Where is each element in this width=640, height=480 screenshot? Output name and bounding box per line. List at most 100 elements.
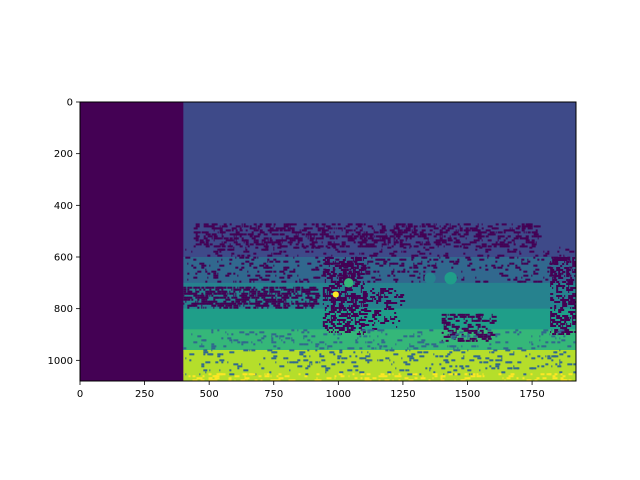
artifact-pixel [487,245,492,248]
artifact-pixel [336,311,341,313]
artifact-pixel [531,347,536,350]
artifact-pixel [350,267,354,269]
artifact-pixel [198,377,203,380]
artifact-pixel [325,225,331,228]
artifact-pixel [383,241,386,244]
artifact-pixel [259,300,263,303]
artifact-pixel [324,275,326,277]
artifact-pixel [378,300,382,302]
artifact-pixel [574,305,576,307]
artifact-pixel [574,323,576,325]
artifact-pixel [275,292,277,295]
artifact-pixel [327,347,329,350]
artifact-pixel [558,267,560,269]
artifact-pixel [257,292,260,295]
artifact-pixel [249,302,253,305]
artifact-pixel [455,365,458,368]
artifact-pixel [340,261,345,263]
artifact-pixel [241,225,243,228]
artifact-pixel [377,258,383,261]
artifact-pixel [377,329,381,332]
artifact-pixel [391,229,395,232]
artifact-pixel [332,267,335,269]
artifact-pixel [371,227,374,230]
artifact-pixel [283,300,285,303]
artifact-pixel [443,225,447,228]
artifact-pixel [445,256,450,259]
artifact-pixel [572,319,574,321]
artifact-pixel [529,225,531,228]
artifact-pixel [322,317,326,319]
artifact-pixel [213,304,217,307]
artifact-pixel [330,323,335,325]
artifact-pixel [225,239,231,242]
artifact-pixel [261,341,263,344]
artifact-pixel [203,243,209,246]
artifact-pixel [405,369,408,372]
artifact-pixel [367,245,373,248]
artifact-pixel [315,292,320,295]
artifact-pixel [461,357,465,360]
artifact-pixel [331,254,333,257]
artifact-pixel [350,277,355,279]
artifact-pixel [287,292,292,295]
artifact-pixel [479,266,482,269]
artifact-pixel [403,231,406,234]
artifact-pixel [344,295,347,297]
artifact-pixel [543,250,545,253]
artifact-pixel [356,315,359,317]
artifact-pixel [297,359,301,362]
artifact-pixel [335,248,338,251]
artifact-pixel [201,306,203,309]
artifact-pixel [523,270,528,273]
artifact-pixel [337,361,340,364]
artifact-pixel [295,290,298,293]
artifact-pixel [403,268,406,271]
artifact-pixel [409,233,412,236]
artifact-pixel [566,261,570,263]
artifact-pixel [249,306,251,309]
artifact-pixel [485,319,490,322]
artifact-pixel [235,239,237,242]
artifact-pixel [281,339,283,342]
artifact-pixel [315,239,317,242]
artifact-pixel [330,309,333,311]
artifact-pixel [281,237,283,240]
artifact-pixel [499,254,505,257]
artifact-pixel [324,309,326,311]
artifact-pixel [346,329,349,331]
artifact-pixel [373,339,375,342]
artifact-pixel [303,223,307,226]
artifact-pixel [229,245,233,248]
artifact-pixel [435,262,437,265]
artifact-pixel [219,304,225,307]
artifact-pixel [295,296,299,299]
artifact-pixel [367,225,373,228]
artifact-pixel [231,333,234,336]
artifact-pixel [215,288,218,291]
artifact-pixel [554,315,556,317]
artifact-pixel [411,254,417,257]
artifact-pixel [225,302,229,305]
artifact-pixel [241,254,245,257]
artifact-pixel [344,257,346,259]
artifact-pixel [265,225,271,228]
artifact-pixel [547,266,552,269]
artifact-pixel [205,245,210,248]
artifact-pixel [533,256,536,259]
artifact-pixel [233,304,239,307]
artifact-pixel [499,272,504,275]
artifact-pixel [568,281,574,283]
artifact-pixel [562,271,566,273]
artifact-pixel [307,349,310,352]
artifact-pixel [371,276,376,279]
artifact-pixel [359,241,363,244]
artifact-pixel [342,327,344,329]
artifact-pixel [229,258,233,261]
artifact-pixel [355,355,358,358]
artifact-pixel [350,275,354,277]
artifact-pixel [515,231,521,234]
artifact-pixel [421,345,427,348]
artifact-pixel [189,292,192,295]
artifact-pixel [487,337,492,340]
